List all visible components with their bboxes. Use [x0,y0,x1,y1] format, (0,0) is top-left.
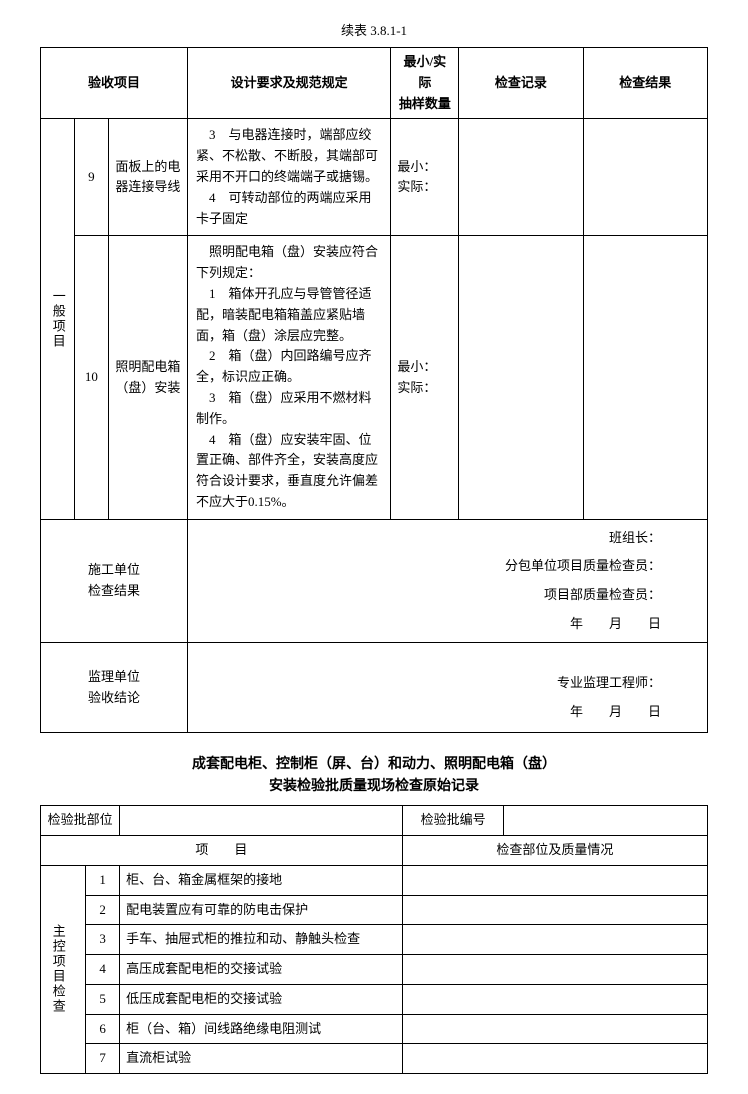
table-header-row: 验收项目 设计要求及规范规定 最小/实际 抽样数量 检查记录 检查结果 [41,48,708,119]
item-num: 7 [86,1044,120,1074]
row-requirement: 3 与电器连接时，端部应绞紧、不松散、不断股，其端部可采用不开口的终端端子或搪锡… [187,119,390,236]
date-line: 年 月 日 [194,610,661,639]
row-num: 9 [74,119,108,236]
item-row: 4 高压成套配电柜的交接试验 [41,955,708,985]
batch-part-value [120,806,403,836]
table-row: 一般项目 9 面板上的电器连接导线 3 与电器连接时，端部应绞紧、不松散、不断股… [41,119,708,236]
row-record [459,236,583,519]
item-num: 1 [86,865,120,895]
leader-line: 班组长： [194,524,661,553]
item-num: 4 [86,955,120,985]
header-sample: 最小/实际 抽样数量 [391,48,459,119]
project-header: 项 目 [41,835,403,865]
header-record: 检查记录 [459,48,583,119]
original-record-table: 检验批部位 检验批编号 项 目 检查部位及质量情况 主控项目检查 1 柜、台、箱… [40,805,708,1074]
header-result: 检查结果 [583,48,707,119]
item-result [402,865,707,895]
construction-label: 施工单位 检查结果 [41,519,188,642]
section2-title: 成套配电柜、控制柜（屏、台）和动力、照明配电箱（盘） [40,753,708,773]
header-requirement: 设计要求及规范规定 [187,48,390,119]
header-row: 项 目 检查部位及质量情况 [41,835,708,865]
supervision-sign: 专业监理工程师： 年 月 日 [187,643,707,733]
item-result [402,955,707,985]
item-result [402,1014,707,1044]
row-name: 照明配电箱（盘）安装 [108,236,187,519]
construction-row: 施工单位 检查结果 班组长： 分包单位项目质量检查员： 项目部质量检查员： 年 … [41,519,708,642]
table-row: 10 照明配电箱（盘）安装 照明配电箱（盘）安装应符合下列规定： 1 箱体开孔应… [41,236,708,519]
item-num: 2 [86,895,120,925]
item-name: 配电装置应有可靠的防电击保护 [120,895,403,925]
supervision-row: 监理单位 验收结论 专业监理工程师： 年 月 日 [41,643,708,733]
sub-inspector-line: 分包单位项目质量检查员： [194,552,661,581]
item-num: 6 [86,1014,120,1044]
item-result [402,984,707,1014]
inspection-table: 验收项目 设计要求及规范规定 最小/实际 抽样数量 检查记录 检查结果 一般项目… [40,47,708,733]
item-num: 3 [86,925,120,955]
item-num: 5 [86,984,120,1014]
proj-inspector-line: 项目部质量检查员： [194,581,661,610]
batch-part-label: 检验批部位 [41,806,120,836]
batch-row: 检验批部位 检验批编号 [41,806,708,836]
item-row: 2 配电装置应有可靠的防电击保护 [41,895,708,925]
item-row: 3 手车、抽屉式柜的推拉和动、静触头检查 [41,925,708,955]
row-sample: 最小： 实际： [391,236,459,519]
item-result [402,1044,707,1074]
item-name: 柜、台、箱金属框架的接地 [120,865,403,895]
item-row: 5 低压成套配电柜的交接试验 [41,984,708,1014]
item-result [402,925,707,955]
item-name: 手车、抽屉式柜的推拉和动、静触头检查 [120,925,403,955]
row-record [459,119,583,236]
item-name: 柜（台、箱）间线路绝缘电阻测试 [120,1014,403,1044]
location-header: 检查部位及质量情况 [402,835,707,865]
row-result [583,119,707,236]
engineer-line: 专业监理工程师： [194,669,661,698]
row-requirement: 照明配电箱（盘）安装应符合下列规定： 1 箱体开孔应与导管管径适配，暗装配电箱箱… [187,236,390,519]
item-row: 主控项目检查 1 柜、台、箱金属框架的接地 [41,865,708,895]
row-name: 面板上的电器连接导线 [108,119,187,236]
table-label: 续表 3.8.1-1 [40,20,708,39]
row-result [583,236,707,519]
construction-sign: 班组长： 分包单位项目质量检查员： 项目部质量检查员： 年 月 日 [187,519,707,642]
row-num: 10 [74,236,108,519]
side-label-2: 主控项目检查 [41,865,86,1074]
item-result [402,895,707,925]
batch-no-value [504,806,708,836]
side-label: 一般项目 [41,119,75,519]
item-row: 6 柜（台、箱）间线路绝缘电阻测试 [41,1014,708,1044]
supervision-label: 监理单位 验收结论 [41,643,188,733]
section2-subtitle: 安装检验批质量现场检查原始记录 [40,775,708,795]
batch-no-label: 检验批编号 [402,806,504,836]
header-item: 验收项目 [41,48,188,119]
item-name: 直流柜试验 [120,1044,403,1074]
item-row: 7 直流柜试验 [41,1044,708,1074]
item-name: 高压成套配电柜的交接试验 [120,955,403,985]
date-line: 年 月 日 [194,698,661,727]
row-sample: 最小： 实际： [391,119,459,236]
item-name: 低压成套配电柜的交接试验 [120,984,403,1014]
